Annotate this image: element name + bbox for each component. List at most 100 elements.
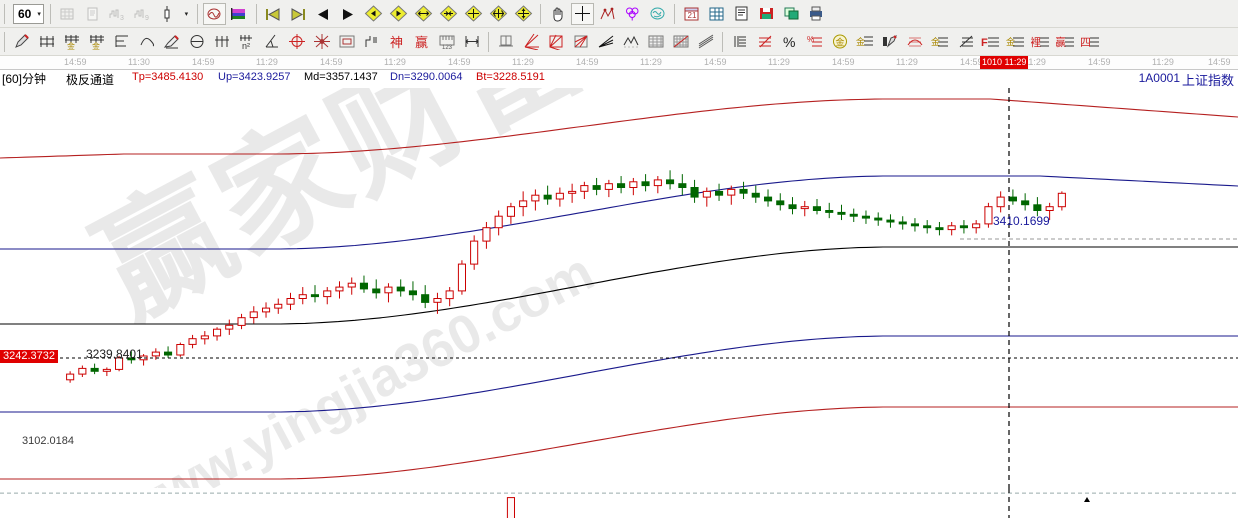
time-tick: 11:29 (256, 57, 278, 67)
step-tool-icon[interactable] (360, 31, 383, 53)
shen-tool-icon[interactable]: 神 (385, 31, 408, 53)
peak-valley-icon[interactable] (596, 3, 619, 25)
fan3-tool-icon[interactable] (569, 31, 592, 53)
channel-icon[interactable] (694, 31, 717, 53)
color-flag-icon[interactable] (228, 3, 251, 25)
time-tick: 14:59 (704, 57, 727, 67)
gold-grid-b-icon[interactable]: 金 (85, 31, 108, 53)
parallel-grid-icon[interactable] (210, 31, 233, 53)
crosshair-icon[interactable] (570, 2, 594, 25)
toolbar-separator (4, 3, 5, 24)
box-tool-icon[interactable] (335, 31, 358, 53)
ruler-123-icon[interactable]: 123 (435, 31, 458, 53)
gold-circle-icon[interactable]: 金 (828, 31, 851, 53)
brain-icon[interactable] (646, 3, 669, 25)
gold-half-icon[interactable]: 金 (1003, 31, 1026, 53)
pen-tool-icon[interactable] (10, 31, 33, 53)
grid-lines2-icon[interactable] (669, 31, 692, 53)
time-tick: 14:59 (1208, 57, 1231, 67)
fan2-tool-icon[interactable] (544, 31, 567, 53)
ying-tool-icon[interactable]: 赢 (410, 31, 433, 53)
paint-tool-icon[interactable] (878, 31, 901, 53)
zoom-in-icon[interactable] (412, 3, 435, 25)
highlight-pen-icon[interactable] (160, 31, 183, 53)
angle-tool-icon[interactable] (260, 31, 283, 53)
main-toolbar: 60 ▾ 3 9 ▾ (0, 0, 1238, 28)
fit-width-icon[interactable] (462, 3, 485, 25)
print-icon[interactable] (805, 3, 828, 25)
frame-tool-icon[interactable] (494, 31, 517, 53)
copy-icon[interactable] (780, 3, 803, 25)
indicator-name: 极反通道 (66, 73, 115, 87)
svg-text:%: % (807, 35, 814, 44)
volume-pane[interactable] (0, 488, 1238, 518)
li-tool-icon[interactable]: 裡 (1028, 31, 1051, 53)
spreadsheet-icon[interactable] (705, 3, 728, 25)
time-tick: 14:59 (832, 57, 855, 67)
pan-hand-icon[interactable] (546, 3, 569, 25)
toolbar-separator (488, 31, 489, 52)
candlestick-style-dropdown[interactable]: ▾ (184, 10, 189, 18)
indicator-value-bt: Bt=3228.5191 (476, 71, 545, 83)
percent-line-icon[interactable] (753, 31, 776, 53)
step-right-icon[interactable] (337, 3, 360, 25)
save-icon[interactable] (755, 3, 778, 25)
step-left-icon[interactable] (312, 3, 335, 25)
price-pane[interactable]: 赢家财富网 www.yingjia360.com QQ:100800360 32… (0, 88, 1238, 488)
starburst-icon[interactable] (310, 31, 333, 53)
multi-period-3-icon[interactable]: 3 (106, 3, 129, 25)
period-combo[interactable]: 60 ▾ (13, 3, 44, 24)
symbol-code: 1A0001 (1138, 71, 1180, 85)
n-squared-icon[interactable]: n² (235, 31, 258, 53)
zoom-left-icon[interactable] (362, 3, 385, 25)
time-tick: 11:30 (128, 57, 150, 67)
flower-marker-icon[interactable] (621, 3, 644, 25)
fan-tool-icon[interactable] (519, 31, 542, 53)
f-line-icon[interactable]: F (978, 31, 1001, 53)
candlestick-style-icon[interactable] (156, 3, 179, 25)
gann-grid-icon[interactable] (35, 31, 58, 53)
chevron-down-icon[interactable]: ▾ (37, 10, 41, 18)
report-icon[interactable] (81, 3, 104, 25)
first-page-icon[interactable] (262, 3, 285, 25)
expand-icon[interactable] (487, 3, 510, 25)
wave-tool-icon[interactable] (135, 31, 158, 53)
ladder-icon[interactable] (728, 31, 751, 53)
zoom-out-icon[interactable] (437, 3, 460, 25)
si-tool-icon[interactable]: 四 (1078, 31, 1101, 53)
circle-tool-icon[interactable] (185, 31, 208, 53)
overlay-compare-icon[interactable] (202, 2, 226, 25)
chart-area[interactable]: 14:59 11:30 14:59 11:29 14:59 11:29 14:59 11:29… (0, 56, 1238, 518)
drawing-toolbar: 金 金 n² (0, 28, 1238, 56)
trend-lines-icon[interactable] (594, 31, 617, 53)
last-page-icon[interactable] (287, 3, 310, 25)
gold-line-icon[interactable]: 金 (853, 31, 876, 53)
pct-scale-icon[interactable]: % (803, 31, 826, 53)
bars-tool-icon[interactable] (110, 31, 133, 53)
percent-icon[interactable]: % (778, 31, 801, 53)
center-icon[interactable] (512, 3, 535, 25)
toolbar-separator (49, 3, 51, 24)
target-tool-icon[interactable] (285, 31, 308, 53)
svg-text:神: 神 (390, 35, 403, 50)
indicator-value-up: Up=3423.9257 (218, 71, 291, 83)
grid-lines-icon[interactable] (644, 31, 667, 53)
zigzag-icon[interactable] (619, 31, 642, 53)
half-line-icon[interactable] (953, 31, 976, 53)
time-tick: 14:59 (320, 57, 343, 67)
arc-tool-icon[interactable] (903, 31, 926, 53)
gold-grid-a-icon[interactable]: 金 (60, 31, 83, 53)
calendar-icon[interactable]: 21 (680, 3, 703, 25)
multi-period-9-icon[interactable]: 9 (131, 3, 154, 25)
ying2-tool-icon[interactable]: 赢 (1053, 31, 1076, 53)
period-label: [60]分钟 (2, 72, 47, 86)
span-tool-icon[interactable] (460, 31, 483, 53)
network-icon[interactable] (56, 3, 79, 25)
svg-text:3: 3 (120, 15, 124, 22)
gold-scale-icon[interactable]: 金 (928, 31, 951, 53)
notes-icon[interactable] (730, 3, 753, 25)
svg-text:四: 四 (1081, 37, 1091, 49)
zoom-right-icon[interactable] (387, 3, 410, 25)
time-tick: 11:29 (1024, 57, 1046, 67)
